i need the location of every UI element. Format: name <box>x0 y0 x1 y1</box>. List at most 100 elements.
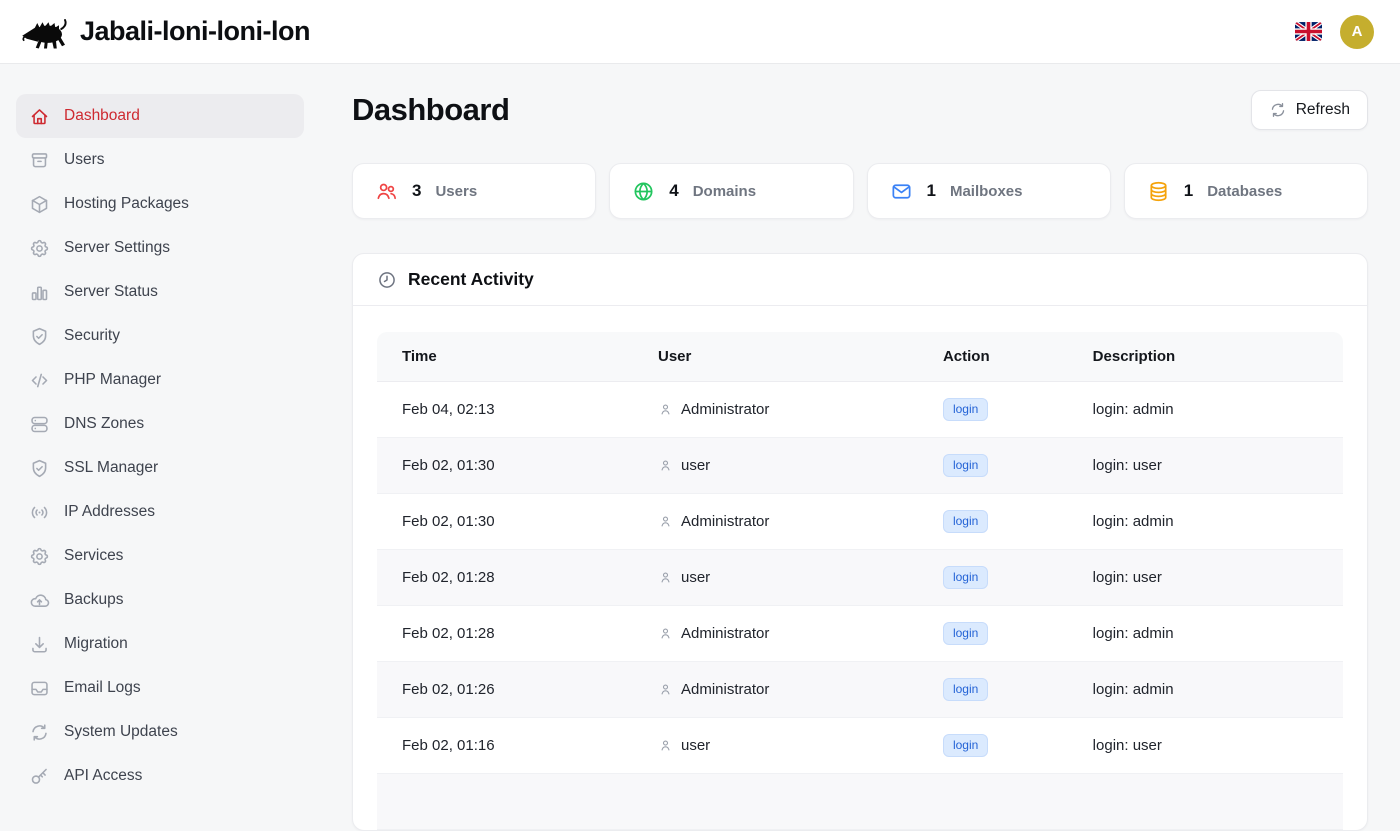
person-icon <box>658 570 673 585</box>
sidebar-item-services[interactable]: Services <box>16 534 304 578</box>
inbox-icon <box>29 678 50 699</box>
cell-action: login <box>917 550 1068 606</box>
cell-user: user <box>632 438 918 494</box>
cell-action: login <box>917 718 1068 774</box>
table-row: Feb 04, 02:13 Administrator login login: ad… <box>377 382 1343 438</box>
sidebar-item-label: Security <box>64 327 120 344</box>
sidebar-item-server-settings[interactable]: Server Settings <box>16 226 304 270</box>
stat-label: Databases <box>1207 182 1283 200</box>
user-avatar[interactable]: A <box>1340 14 1374 49</box>
sidebar-item-ssl-manager[interactable]: SSL Manager <box>16 446 304 490</box>
stat-value: 4 <box>669 181 679 200</box>
sidebar-item-migration[interactable]: Migration <box>16 622 304 666</box>
cell-action: login <box>917 382 1068 438</box>
cell-user: Administrator <box>632 606 918 662</box>
cell-user: user <box>632 718 918 774</box>
person-icon <box>658 626 673 641</box>
sidebar-item-hosting-packages[interactable]: Hosting Packages <box>16 182 304 226</box>
stat-card-domains[interactable]: 4 Domains <box>609 163 854 219</box>
recent-activity-card: Recent Activity Time User Action Descrip… <box>352 253 1368 831</box>
sidebar-item-label: IP Addresses <box>64 503 156 520</box>
stat-label: Domains <box>692 182 757 200</box>
cell-description: login: user <box>1067 550 1343 606</box>
person-icon <box>658 514 673 529</box>
cell-time: Feb 02, 01:30 <box>377 494 633 550</box>
sidebar-item-security[interactable]: Security <box>16 314 304 358</box>
shield-icon <box>29 458 50 479</box>
stat-value: 3 <box>412 181 422 200</box>
column-header-description: Description <box>1067 332 1343 382</box>
stat-card-users[interactable]: 3 Users <box>352 163 597 219</box>
sidebar-item-backups[interactable]: Backups <box>16 578 304 622</box>
person-icon <box>658 738 673 753</box>
sidebar-item-ip-addresses[interactable]: IP Addresses <box>16 490 304 534</box>
action-badge: login <box>942 622 989 645</box>
code-icon <box>29 370 50 391</box>
action-badge: login <box>942 678 989 701</box>
cell-description: login: admin <box>1067 494 1343 550</box>
sidebar-item-server-status[interactable]: Server Status <box>16 270 304 314</box>
cell-user: user <box>632 550 918 606</box>
stats-row: 3 Users 4 Domains 1 Mailboxes 1 Databases <box>352 163 1368 219</box>
sidebar-item-system-updates[interactable]: System Updates <box>16 710 304 754</box>
key-icon <box>29 766 50 787</box>
page-title: Dashboard <box>352 92 510 127</box>
mail-icon <box>890 180 913 203</box>
user-name: Administrator <box>680 681 770 698</box>
user-name: Administrator <box>680 513 770 530</box>
sidebar-item-label: Server Status <box>64 283 158 300</box>
sidebar-item-label: PHP Manager <box>64 371 162 388</box>
refresh-icon <box>29 722 50 743</box>
sidebar-item-api-access[interactable]: API Access <box>16 754 304 798</box>
action-badge: login <box>942 510 989 533</box>
users-icon <box>375 180 398 203</box>
shield-icon <box>29 326 50 347</box>
cell-time: Feb 02, 01:16 <box>377 718 633 774</box>
archive-icon <box>29 150 50 171</box>
sidebar-item-php-manager[interactable]: PHP Manager <box>16 358 304 402</box>
clock-icon <box>377 270 397 290</box>
app-title: Jabali-loni-loni-lon <box>80 16 310 46</box>
home-icon <box>29 106 50 127</box>
boar-logo-icon <box>20 14 68 50</box>
gear-icon <box>29 238 50 259</box>
cell-action: login <box>917 662 1068 718</box>
package-icon <box>29 194 50 215</box>
sidebar-item-dns-zones[interactable]: DNS Zones <box>16 402 304 446</box>
sidebar-item-label: Services <box>64 547 124 564</box>
column-header-time: Time <box>377 332 633 382</box>
sidebar-item-label: Email Logs <box>64 679 141 696</box>
stat-card-mailboxes[interactable]: 1 Mailboxes <box>866 163 1111 219</box>
sidebar-item-dashboard[interactable]: Dashboard <box>16 94 304 138</box>
table-row: Feb 02, 01:16 user login login: user <box>377 718 1343 774</box>
table-row: Feb 02, 01:28 user login login: user <box>377 550 1343 606</box>
stat-card-databases[interactable]: 1 Databases <box>1123 163 1368 219</box>
sidebar-item-label: Hosting Packages <box>64 195 189 212</box>
uk-flag-icon[interactable] <box>1295 22 1322 41</box>
cell-action: login <box>917 606 1068 662</box>
user-name: user <box>680 737 711 754</box>
sidebar-item-label: Users <box>64 151 105 168</box>
cell-action: login <box>917 494 1068 550</box>
action-badge: login <box>942 734 989 757</box>
action-badge: login <box>942 566 989 589</box>
sidebar-item-label: API Access <box>64 767 143 784</box>
column-header-user: User <box>632 332 918 382</box>
servers-icon <box>29 414 50 435</box>
person-icon <box>658 682 673 697</box>
stat-value: 1 <box>926 181 936 200</box>
sidebar-item-users[interactable]: Users <box>16 138 304 182</box>
cell-action: login <box>917 438 1068 494</box>
person-icon <box>658 458 673 473</box>
refresh-button[interactable]: Refresh <box>1250 90 1368 130</box>
user-name: user <box>680 569 711 586</box>
table-row: Feb 02, 01:28 Administrator login login: ad… <box>377 606 1343 662</box>
sidebar-item-label: Server Settings <box>64 239 170 256</box>
user-name: Administrator <box>680 625 770 642</box>
cell-time: Feb 02, 01:28 <box>377 606 633 662</box>
sidebar-item-label: SSL Manager <box>64 459 159 476</box>
cell-description: login: user <box>1067 718 1343 774</box>
sidebar-item-email-logs[interactable]: Email Logs <box>16 666 304 710</box>
cell-description: login: user <box>1067 438 1343 494</box>
table-row: Feb 02, 01:30 user login login: user <box>377 438 1343 494</box>
